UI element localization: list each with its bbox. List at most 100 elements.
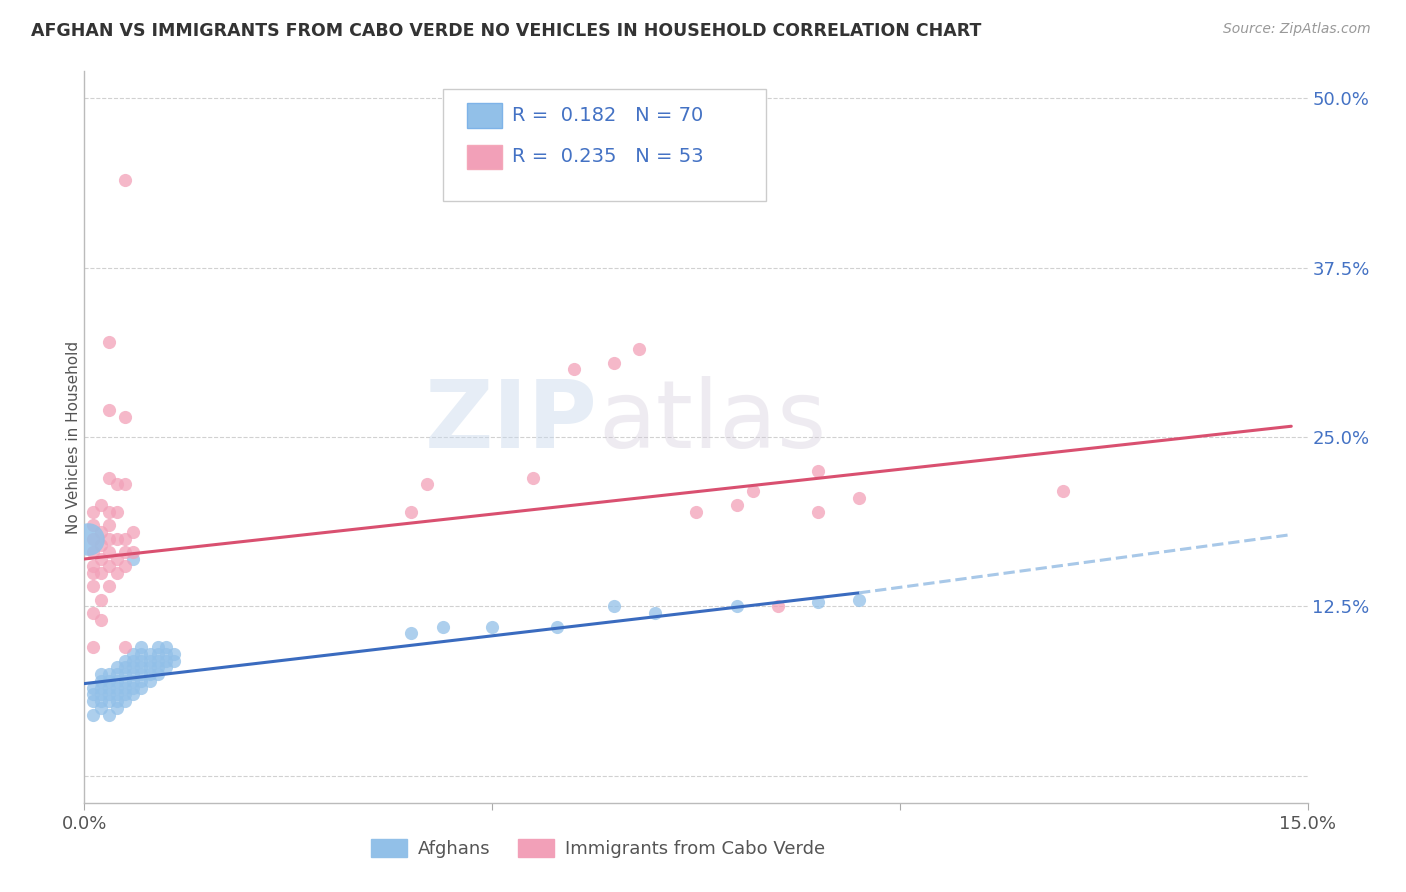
Point [97, 545, 120, 559]
Point [97, 667, 120, 681]
Point [82, 518, 104, 533]
Point [155, 640, 177, 654]
Point [725, 599, 748, 614]
Point [90, 524, 112, 539]
Point [82, 579, 104, 593]
Point [766, 599, 789, 614]
Point [105, 667, 128, 681]
Point [138, 654, 160, 668]
Point [105, 673, 128, 688]
Point [82, 606, 104, 620]
Point [105, 701, 128, 715]
Point [122, 654, 145, 668]
Point [155, 654, 177, 668]
Point [90, 592, 112, 607]
Point [82, 545, 104, 559]
Point [138, 673, 160, 688]
Point [742, 484, 765, 499]
Text: R =  0.182   N = 70: R = 0.182 N = 70 [512, 105, 703, 125]
Point [546, 620, 568, 634]
Point [146, 640, 169, 654]
Point [155, 647, 177, 661]
Point [603, 599, 626, 614]
Point [105, 505, 128, 519]
Text: ZIP: ZIP [425, 376, 598, 468]
Point [644, 606, 666, 620]
Point [522, 471, 544, 485]
Point [122, 673, 145, 688]
Point [131, 673, 153, 688]
Point [848, 592, 870, 607]
Point [481, 620, 503, 634]
Point [138, 667, 160, 681]
Point [562, 362, 585, 376]
Point [807, 595, 830, 609]
Point [97, 681, 120, 695]
Point [146, 647, 169, 661]
Point [105, 660, 128, 674]
Point [114, 654, 136, 668]
Point [163, 647, 186, 661]
Point [90, 552, 112, 566]
Point [82, 681, 104, 695]
Point [82, 707, 104, 722]
Point [122, 667, 145, 681]
Point [97, 558, 120, 573]
Point [131, 654, 153, 668]
Point [97, 707, 120, 722]
Point [114, 532, 136, 546]
Point [627, 342, 650, 356]
Point [90, 667, 112, 681]
Point [114, 172, 136, 186]
Point [416, 477, 439, 491]
Point [82, 532, 104, 546]
Point [1052, 484, 1074, 499]
Text: atlas: atlas [598, 376, 827, 468]
Point [105, 552, 128, 566]
Legend: Afghans, Immigrants from Cabo Verde: Afghans, Immigrants from Cabo Verde [363, 830, 834, 867]
Point [105, 694, 128, 708]
Point [603, 355, 626, 369]
Point [114, 660, 136, 674]
Point [146, 667, 169, 681]
Point [90, 694, 112, 708]
Point [105, 681, 128, 695]
Text: AFGHAN VS IMMIGRANTS FROM CABO VERDE NO VEHICLES IN HOUSEHOLD CORRELATION CHART: AFGHAN VS IMMIGRANTS FROM CABO VERDE NO … [31, 22, 981, 40]
Point [82, 640, 104, 654]
Point [82, 694, 104, 708]
Y-axis label: No Vehicles in Household: No Vehicles in Household [66, 341, 80, 533]
Point [399, 626, 422, 640]
Point [131, 667, 153, 681]
Point [77, 532, 100, 546]
Point [807, 464, 830, 478]
Point [105, 477, 128, 491]
Point [82, 688, 104, 702]
Point [114, 667, 136, 681]
Point [90, 613, 112, 627]
Point [90, 701, 112, 715]
Point [131, 660, 153, 674]
Point [122, 688, 145, 702]
Point [146, 660, 169, 674]
Point [82, 558, 104, 573]
Point [97, 518, 120, 533]
Point [122, 524, 145, 539]
Point [432, 620, 454, 634]
Text: R =  0.235   N = 53: R = 0.235 N = 53 [512, 147, 703, 167]
Point [82, 566, 104, 580]
Point [90, 681, 112, 695]
Point [97, 532, 120, 546]
Point [97, 471, 120, 485]
Point [807, 505, 830, 519]
Point [114, 681, 136, 695]
Point [90, 673, 112, 688]
Point [114, 694, 136, 708]
Point [90, 566, 112, 580]
Point [122, 647, 145, 661]
Point [122, 660, 145, 674]
Point [114, 640, 136, 654]
Point [848, 491, 870, 505]
Point [90, 538, 112, 552]
Point [399, 505, 422, 519]
Point [105, 688, 128, 702]
